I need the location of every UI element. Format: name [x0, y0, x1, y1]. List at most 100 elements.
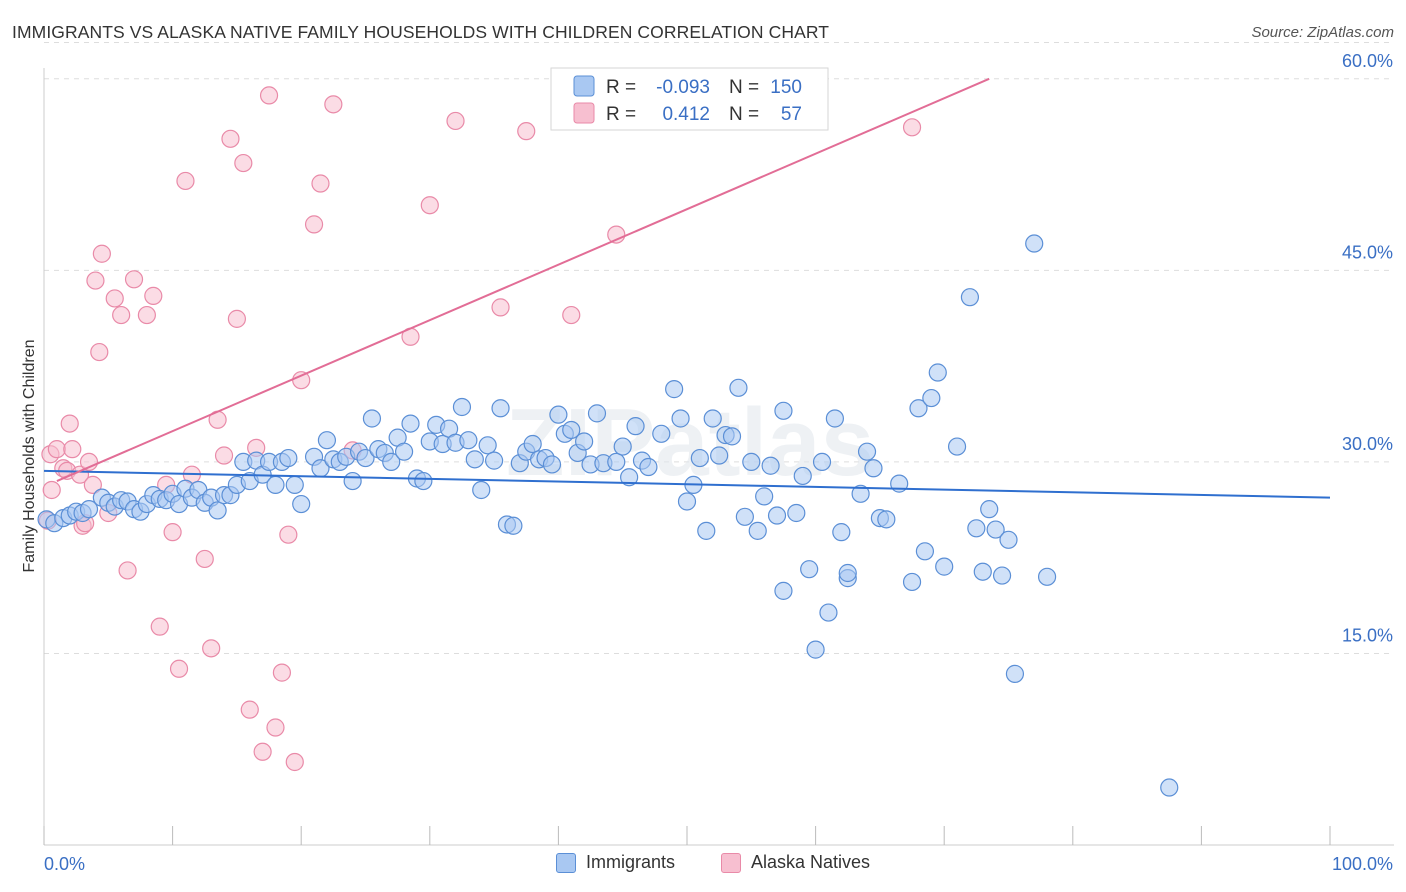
immigrants-point [722, 427, 742, 446]
immigrants-point [1160, 778, 1179, 797]
alaska-natives-point [221, 129, 240, 148]
legend-n-label-2: N = [729, 104, 759, 125]
alaska-natives-point [124, 270, 144, 289]
immigrants-point [999, 530, 1018, 549]
immigrants-point [915, 542, 935, 561]
alaska-natives-point [195, 549, 214, 569]
trend-lines [43, 77, 1331, 499]
immigrants-point [902, 572, 922, 592]
immigrants-point [774, 581, 793, 600]
alaska-natives-point [118, 561, 137, 580]
alaska-natives-point [240, 700, 259, 719]
y-axis-label: Family Households with Children [21, 340, 38, 573]
immigrants-point [542, 455, 562, 474]
alaska-natives-point [292, 371, 311, 390]
immigrants-point [857, 442, 877, 461]
immigrants-point [838, 563, 857, 583]
immigrants-point [607, 452, 626, 471]
immigrants-point [960, 288, 980, 307]
legend-item-immigrants: Immigrants [556, 852, 675, 873]
alaska-natives-point [227, 309, 246, 328]
alaska-natives-point [137, 305, 156, 325]
alaska-natives-point [42, 480, 61, 500]
immigrants-point [665, 380, 684, 399]
immigrants-point [1005, 664, 1025, 683]
alaska-natives-point [150, 617, 169, 636]
immigrants-point [652, 424, 671, 443]
immigrants-point [767, 506, 787, 525]
immigrants-point [922, 388, 941, 408]
alaska-natives-trend-line [56, 77, 990, 482]
legend-label-immigrants: Immigrants [586, 852, 676, 872]
immigrants-point [806, 640, 825, 659]
legend-r-value-1: -0.093 [656, 77, 710, 98]
alaska-natives-point [60, 414, 79, 433]
alaska-natives-point [169, 659, 189, 678]
immigrants-point [761, 456, 780, 475]
immigrants-point [465, 450, 484, 469]
immigrants-point [973, 562, 992, 581]
alaska-natives-point [86, 271, 105, 290]
immigrants-point [832, 523, 851, 542]
immigrants-point [562, 420, 581, 440]
alaska-natives-point [324, 95, 343, 114]
alaska-natives-point [266, 718, 285, 737]
immigrants-point [285, 475, 304, 494]
immigrants-point [793, 466, 812, 486]
immigrants-point [356, 448, 375, 468]
alaska-natives-points [38, 86, 922, 772]
y-tick-label: 15.0% [1342, 625, 1393, 645]
immigrants-point [864, 459, 883, 478]
immigrants-point [626, 417, 645, 436]
alaska-natives-point [92, 244, 111, 263]
immigrants-point [690, 448, 709, 468]
immigrants-point [452, 397, 472, 417]
immigrants-point [478, 436, 497, 455]
legend-swatch-alaska [573, 102, 595, 124]
immigrants-point [504, 516, 523, 535]
immigrants-point [986, 520, 1005, 539]
immigrants-point [748, 521, 767, 540]
immigrants-point [671, 409, 690, 428]
immigrants-point [980, 500, 999, 519]
immigrants-point [909, 399, 928, 418]
alaska-natives-point [47, 440, 66, 459]
immigrants-point [947, 437, 967, 456]
alaska-natives-point [285, 752, 304, 772]
legend-swatch-bottom-immigrants [556, 852, 576, 873]
chart-title: IMMIGRANTS VS ALASKA NATIVE FAMILY HOUSE… [12, 22, 830, 42]
legend-n-value-2: 57 [781, 104, 802, 125]
immigrants-point [697, 521, 716, 540]
legend-label-alaska: Alaska Natives [751, 852, 871, 872]
immigrants-point [549, 405, 568, 424]
immigrants-point [459, 431, 478, 450]
y-tick-labels: 15.0% 30.0% 45.0% 60.0% [1342, 51, 1393, 646]
alaska-natives-point [562, 305, 581, 325]
alaska-natives-point [259, 86, 279, 105]
legend-r-label-2: R = [606, 104, 636, 125]
immigrants-point [362, 409, 382, 428]
immigrants-point [825, 409, 844, 428]
immigrants-point [382, 452, 401, 471]
immigrants-point [472, 480, 491, 500]
alaska-natives-point [279, 525, 298, 544]
immigrants-point [877, 510, 896, 529]
alaska-natives-point [272, 663, 292, 682]
y-tick-label: 30.0% [1342, 434, 1393, 454]
immigrants-point [523, 434, 542, 454]
immigrants-point [613, 437, 632, 456]
legend-swatch-immigrants [573, 75, 595, 97]
chart-source: Source: ZipAtlas.com [1251, 24, 1394, 41]
alaska-natives-point [234, 153, 253, 173]
x-ticks [43, 826, 1331, 845]
immigrants-point [343, 471, 362, 491]
immigrants-point [677, 492, 697, 511]
immigrants-point [935, 557, 954, 576]
alaska-natives-point [253, 742, 272, 761]
immigrants-point [742, 452, 761, 471]
alaska-natives-point [202, 639, 221, 658]
alaska-natives-point [90, 342, 109, 362]
y-tick-label: 45.0% [1342, 242, 1393, 262]
immigrants-point [851, 484, 870, 503]
immigrants-point [292, 494, 311, 514]
